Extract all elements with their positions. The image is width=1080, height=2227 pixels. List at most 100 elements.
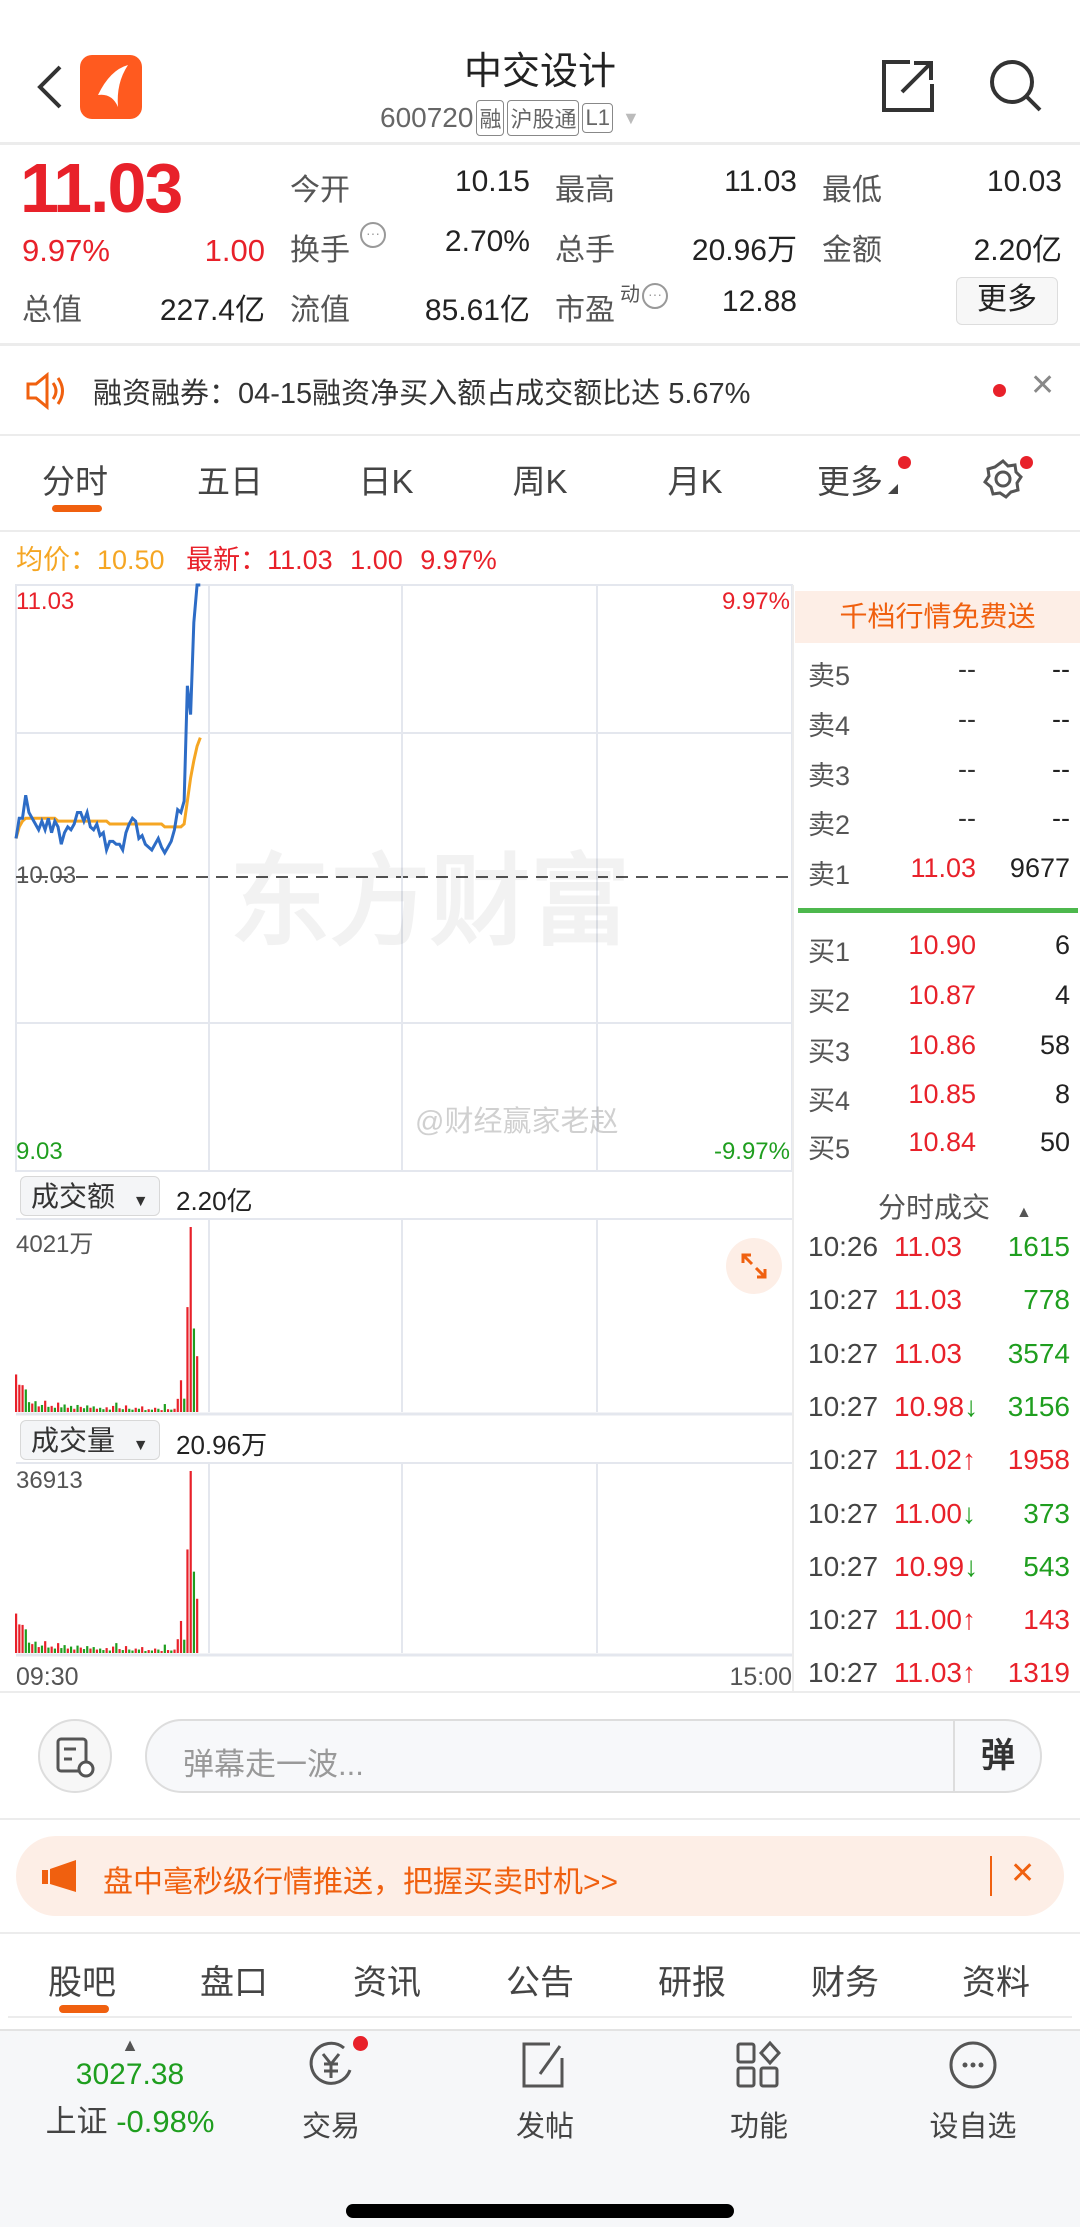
volume-bar [102, 1650, 105, 1653]
danmu-input[interactable]: 弹幕走一波... 弹 [145, 1719, 1042, 1793]
danmu-send-button[interactable]: 弹 [953, 1721, 1041, 1791]
amount-bar [79, 1406, 82, 1412]
pct-bottom-label: -9.97% [713, 1138, 790, 1165]
volume-bar [50, 1646, 53, 1653]
ask-volume: -- [1052, 803, 1070, 833]
tab-monthly-k[interactable]: 月K [667, 463, 723, 500]
notice-bar[interactable]: 融资融券：04-15融资净买入额占成交额比达 5.67% ✕ [0, 346, 1080, 434]
ask-label: 卖2 [808, 810, 851, 840]
volume-bar [183, 1639, 186, 1653]
subtab-active-underline [59, 2005, 109, 2013]
ask-price: -- [958, 754, 976, 784]
expand-icon [741, 1253, 767, 1279]
tab-intraday[interactable]: 分时 [42, 463, 108, 500]
level2-promo-banner[interactable]: 千档行情免费送 [795, 591, 1080, 643]
high-label: 最高 [555, 174, 615, 207]
promo-close-icon[interactable]: ✕ [1010, 1857, 1036, 1890]
danmu-settings-button[interactable] [38, 1719, 112, 1793]
amount-indicator-select[interactable]: 成交额 ▼ [20, 1176, 160, 1216]
stock-code-row[interactable]: 600720 融 沪股通 L1 ▼ [380, 100, 640, 136]
subtab-research[interactable]: 研报 [658, 1964, 726, 2002]
trade-volume: 1958 [1007, 1444, 1070, 1476]
volume-bar [40, 1645, 44, 1653]
volume-bar [115, 1643, 118, 1653]
intraday-chart[interactable] [0, 0, 793, 1700]
volume-bar [24, 1629, 27, 1653]
pe-dynamic-sup: 动 [620, 284, 640, 306]
volume-bar [147, 1650, 150, 1653]
open-label: 今开 [290, 174, 350, 207]
amount-bar [47, 1406, 50, 1412]
volume-indicator-select[interactable]: 成交量 ▼ [20, 1420, 160, 1460]
tab-more-corner-icon [888, 484, 898, 494]
float-mcap-label: 流值 [290, 294, 350, 327]
home-indicator [346, 2204, 734, 2218]
bid-price: 10.85 [908, 1079, 976, 1109]
chart-settings-button[interactable] [982, 458, 1024, 505]
volume-bar [57, 1643, 60, 1653]
bid-row: 买4 10.85 8 [808, 1079, 1070, 1116]
tab-daily-k[interactable]: 日K [358, 463, 414, 500]
subtab-news[interactable]: 资讯 [353, 1964, 421, 2002]
more-button[interactable]: 更多 [956, 277, 1058, 325]
volume-bar [37, 1647, 40, 1653]
share-button[interactable] [880, 58, 936, 119]
search-button[interactable] [988, 58, 1044, 119]
back-button[interactable] [30, 62, 70, 112]
pe-info-icon[interactable]: ··· [642, 283, 668, 309]
volume-bar [121, 1650, 124, 1653]
ask-row: 卖1 11.03 9677 [808, 853, 1070, 890]
amount-bar [112, 1405, 115, 1412]
bid-price: 10.86 [908, 1030, 976, 1060]
ask-volume: -- [1052, 704, 1070, 734]
nav-functions[interactable]: 功能 [689, 2040, 829, 2145]
subtab-finance[interactable]: 财务 [811, 1964, 879, 2002]
danmu-settings-icon [56, 1737, 95, 1778]
subtab-announcements[interactable]: 公告 [506, 1964, 574, 2002]
ask-price: -- [958, 704, 976, 734]
volume-bar [89, 1648, 92, 1653]
subtab-pankou[interactable]: 盘口 [200, 1964, 268, 2002]
post-edit-icon [522, 2042, 564, 2088]
expand-chart-button[interactable] [726, 1238, 782, 1294]
amount-bar [196, 1356, 199, 1412]
amount-bar [69, 1405, 73, 1412]
notice-close-icon[interactable]: ✕ [1030, 369, 1056, 402]
ask-price: -- [958, 654, 976, 684]
pct-top-label: 9.97% [721, 588, 790, 615]
trades-header[interactable]: 分时成交 ▲ [878, 1192, 1032, 1223]
amount-bar [173, 1408, 176, 1412]
amount-bar [118, 1408, 121, 1412]
ask-volume: -- [1052, 654, 1070, 684]
bid-label: 买2 [808, 987, 851, 1017]
volume-bar [192, 1571, 196, 1653]
bid-label: 买5 [808, 1134, 851, 1164]
volume-bar [44, 1641, 47, 1653]
subtab-guba[interactable]: 股吧 [48, 1964, 116, 2002]
ask-label: 卖3 [808, 761, 851, 791]
tab-weekly-k[interactable]: 周K [512, 463, 568, 500]
index-ticker[interactable]: ▲ 3027.38 上证 -0.98% [30, 2035, 230, 2141]
nav-trade[interactable]: 交易 [261, 2036, 401, 2145]
subtab-profile[interactable]: 资料 [962, 1964, 1030, 2002]
nav-post[interactable]: 发帖 [475, 2040, 615, 2145]
volume-bar [128, 1649, 131, 1653]
promo-text: 盘中毫秒级行情推送，把握买卖时机>> [103, 1866, 619, 1899]
tab-five-day[interactable]: 五日 [197, 463, 263, 500]
volume-label: 总手 [555, 234, 615, 267]
amount-bar [128, 1408, 131, 1412]
change-amount: 1.00 [204, 233, 265, 268]
share-icon [882, 60, 934, 112]
volume-bar [18, 1624, 21, 1653]
trade-time: 10:27 [808, 1444, 879, 1476]
volume-bar [154, 1648, 157, 1653]
pe-value: 12.88 [721, 285, 797, 318]
nav-add-watchlist[interactable]: 设自选 [903, 2040, 1043, 2145]
tab-more[interactable]: 更多 [817, 463, 883, 500]
volume-bar [137, 1649, 141, 1653]
promo-banner[interactable]: 盘中毫秒级行情推送，把握买卖时机>> ✕ [16, 1836, 1064, 1916]
speaker-icon [26, 371, 64, 411]
float-mcap-value: 85.61亿 [424, 294, 530, 327]
volume-bar [79, 1647, 82, 1653]
turnover-info-icon[interactable]: ··· [360, 222, 386, 248]
